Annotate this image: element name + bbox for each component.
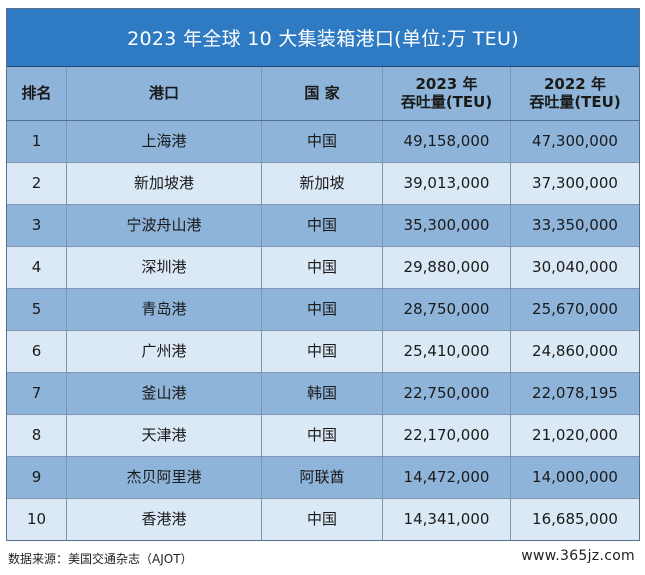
- cell-2022-throughput: 21,020,000: [532, 425, 618, 444]
- table-row: 7 釜山港 韩国 22,750,000 22,078,195: [7, 373, 639, 415]
- table-header-row: 排名 港口 国 家 2023 年 吞吐量(TEU) 2022 年 吞吐量(TEU…: [7, 67, 639, 121]
- cell-2023-throughput: 29,880,000: [383, 247, 511, 288]
- cell-2022-throughput: 33,350,000: [532, 215, 618, 234]
- cell-country: 中国: [262, 331, 383, 372]
- cell-rank: 8: [7, 415, 67, 456]
- cell-rank: 2: [7, 163, 67, 204]
- header-2022-throughput: 2022 年 吞吐量(TEU): [511, 67, 639, 120]
- cell-2023-throughput: 22,750,000: [383, 373, 511, 414]
- cell-rank: 10: [7, 499, 67, 540]
- cell-2022-throughput: 37,300,000: [532, 173, 618, 192]
- cell-rank: 6: [7, 331, 67, 372]
- table-row: 9 杰贝阿里港 阿联酋 14,472,000 14,000,000: [7, 457, 639, 499]
- table-row: 6 广州港 中国 25,410,000 24,860,000: [7, 331, 639, 373]
- cell-2022-throughput: 24,860,000: [532, 341, 618, 360]
- header-country: 国 家: [262, 67, 383, 120]
- table-row: 3 宁波舟山港 中国 35,300,000 33,350,000: [7, 205, 639, 247]
- header-2023-year: 2023 年: [415, 75, 478, 94]
- cell-port: 上海港: [67, 121, 262, 162]
- cell-port: 广州港: [67, 331, 262, 372]
- cell-port: 青岛港: [67, 289, 262, 330]
- cell-2022-throughput: 30,040,000: [532, 257, 618, 276]
- cell-port: 天津港: [67, 415, 262, 456]
- data-source-note: 数据来源：美国交通杂志（AJOT）: [8, 552, 193, 566]
- table-row: 2 新加坡港 新加坡 39,013,000 37,300,000: [7, 163, 639, 205]
- header-2022-unit: 吞吐量(TEU): [529, 92, 621, 111]
- cell-2023-throughput: 49,158,000: [383, 121, 511, 162]
- cell-2022-throughput: 16,685,000: [532, 509, 618, 528]
- cell-2023-throughput: 14,341,000: [383, 499, 511, 540]
- cell-port: 香港港: [67, 499, 262, 540]
- cell-2022-throughput: 25,670,000: [532, 299, 618, 318]
- cell-country: 中国: [262, 121, 383, 162]
- cell-rank: 4: [7, 247, 67, 288]
- cell-2022-throughput: 14,000,000: [532, 467, 618, 486]
- cell-2022-throughput: 47,300,000: [532, 131, 618, 150]
- cell-rank: 5: [7, 289, 67, 330]
- cell-2023-throughput: 28,750,000: [383, 289, 511, 330]
- cell-rank: 1: [7, 121, 67, 162]
- cell-rank: 9: [7, 457, 67, 498]
- cell-rank: 3: [7, 205, 67, 246]
- header-2023-throughput: 2023 年 吞吐量(TEU): [383, 67, 511, 120]
- cell-country: 新加坡: [262, 163, 383, 204]
- header-2022-year: 2022 年: [544, 75, 606, 94]
- cell-country: 韩国: [262, 373, 383, 414]
- ports-table: 2023 年全球 10 大集装箱港口(单位:万 TEU) 排名 港口 国 家 2…: [6, 8, 640, 541]
- cell-country: 中国: [262, 415, 383, 456]
- site-watermark: www.365jz.com: [521, 548, 635, 564]
- header-rank: 排名: [7, 67, 67, 120]
- cell-country: 阿联酋: [262, 457, 383, 498]
- header-port: 港口: [67, 67, 262, 120]
- cell-port: 深圳港: [67, 247, 262, 288]
- cell-rank: 7: [7, 373, 67, 414]
- cell-2023-throughput: 35,300,000: [383, 205, 511, 246]
- cell-country: 中国: [262, 499, 383, 540]
- cell-country: 中国: [262, 205, 383, 246]
- cell-country: 中国: [262, 247, 383, 288]
- cell-port: 杰贝阿里港: [67, 457, 262, 498]
- cell-port: 釜山港: [67, 373, 262, 414]
- cell-2023-throughput: 22,170,000: [383, 415, 511, 456]
- cell-2023-throughput: 39,013,000: [383, 163, 511, 204]
- table-title: 2023 年全球 10 大集装箱港口(单位:万 TEU): [7, 9, 639, 67]
- cell-2023-throughput: 14,472,000: [383, 457, 511, 498]
- cell-port: 新加坡港: [67, 163, 262, 204]
- cell-country: 中国: [262, 289, 383, 330]
- table-row: 8 天津港 中国 22,170,000 21,020,000: [7, 415, 639, 457]
- header-2023-unit: 吞吐量(TEU): [400, 92, 493, 111]
- table-row: 1 上海港 中国 49,158,000 47,300,000: [7, 121, 639, 163]
- table-row: 4 深圳港 中国 29,880,000 30,040,000: [7, 247, 639, 289]
- table-row: 5 青岛港 中国 28,750,000 25,670,000: [7, 289, 639, 331]
- cell-2022-throughput: 22,078,195: [532, 383, 618, 402]
- cell-port: 宁波舟山港: [67, 205, 262, 246]
- table-row: 10 香港港 中国 14,341,000 16,685,000: [7, 499, 639, 540]
- table-title-text: 2023 年全球 10 大集装箱港口(单位:万 TEU): [127, 28, 519, 50]
- cell-2023-throughput: 25,410,000: [383, 331, 511, 372]
